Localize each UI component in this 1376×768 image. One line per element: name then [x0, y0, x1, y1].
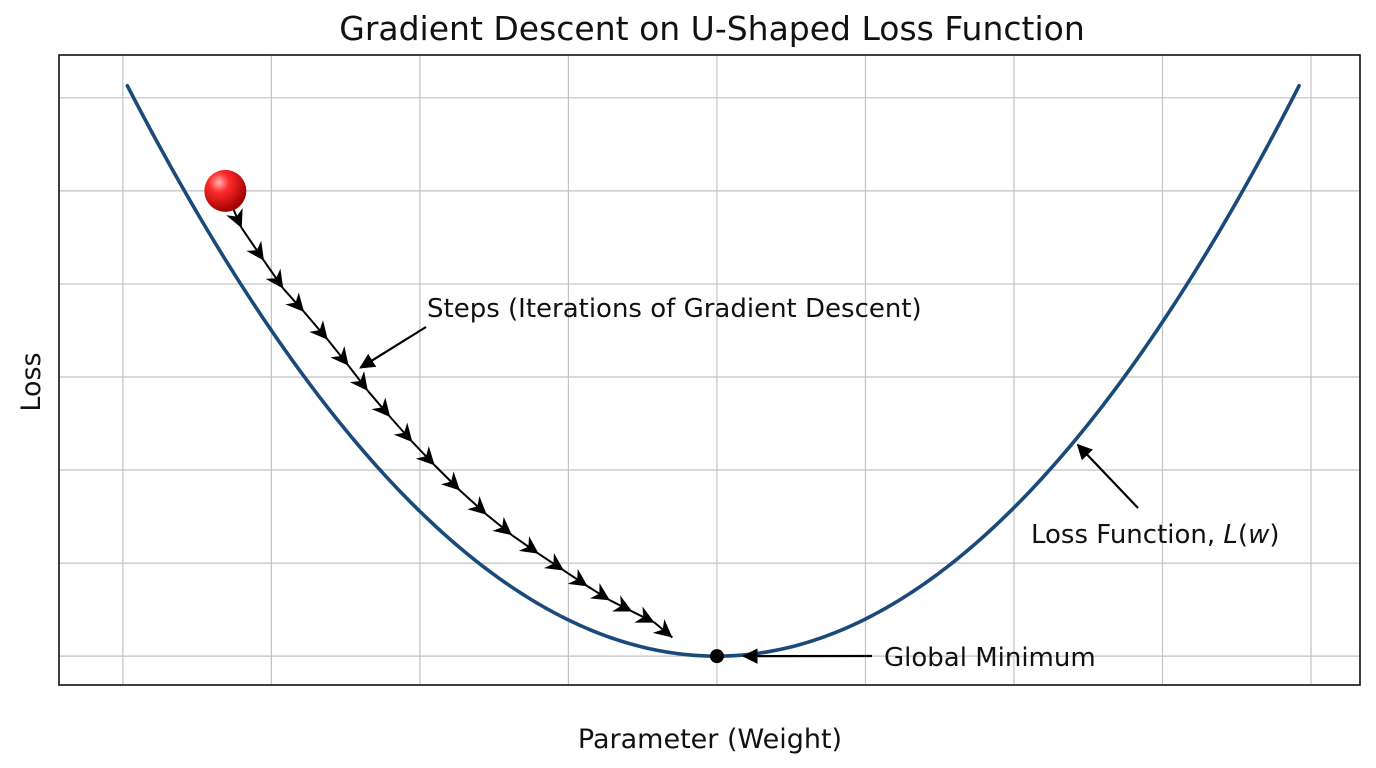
- x-axis-label: Parameter (Weight): [578, 724, 842, 755]
- loss-function-annotation-label: Loss Function, L(w): [1031, 520, 1280, 550]
- step-arrowhead-4: [309, 320, 328, 340]
- step-arrowhead-19: [652, 619, 673, 638]
- step-arrowhead-9: [415, 446, 435, 466]
- loss-function-annotation-arrow: [1076, 443, 1139, 509]
- step-arrowhead-5: [330, 346, 349, 366]
- step-arrowhead-15: [567, 568, 588, 587]
- step-arrowhead-10: [440, 471, 460, 491]
- step-arrowhead-6: [349, 371, 368, 391]
- plot-frame: [58, 54, 1361, 686]
- start-point-ball: [204, 169, 247, 212]
- step-arrowhead-13: [518, 536, 539, 554]
- grid: [59, 55, 1360, 685]
- y-axis-label: Loss: [16, 352, 47, 411]
- gradient-steps: [224, 190, 674, 639]
- step-arrowhead-7: [371, 397, 391, 417]
- step-arrowhead-16: [589, 583, 610, 601]
- chart-title: Gradient Descent on U-Shaped Loss Functi…: [339, 9, 1084, 48]
- step-arrowhead-3: [285, 292, 305, 312]
- step-arrowhead-0: [226, 207, 243, 229]
- loss-function-label-text: Loss Function, L(w): [1031, 520, 1280, 550]
- step-arrowhead-18: [634, 606, 655, 623]
- loss-curve: [125, 83, 1301, 658]
- step-arrowhead-11: [467, 495, 487, 515]
- steps-annotation-label: Steps (Iterations of Gradient Descent): [427, 294, 922, 324]
- global-minimum-dot: [709, 649, 724, 664]
- step-arrowhead-1: [246, 240, 264, 261]
- global-minimum-annotation-label: Global Minimum: [884, 643, 1096, 673]
- step-arrowhead-8: [393, 422, 413, 443]
- step-arrowhead-14: [543, 553, 564, 571]
- step-arrowhead-2: [265, 268, 284, 289]
- step-arrowhead-12: [492, 516, 512, 536]
- steps-annotation-arrow: [359, 326, 427, 369]
- step-arrowhead-17: [612, 595, 633, 612]
